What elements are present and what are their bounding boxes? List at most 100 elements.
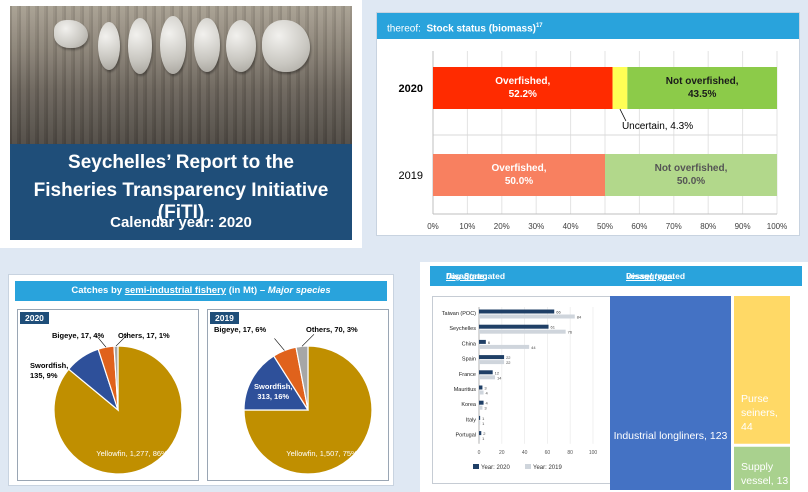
stock-bar-segment bbox=[433, 154, 605, 196]
stock-tick-label: 80% bbox=[700, 222, 716, 231]
uncertain-leader-line bbox=[619, 108, 627, 122]
stock-tick-label: 90% bbox=[735, 222, 751, 231]
disaggregated-header: Disaggregated according to flag State: D… bbox=[430, 266, 802, 301]
stock-segment-label: Overfished, bbox=[495, 76, 550, 87]
pebble-icon bbox=[160, 16, 186, 74]
flag-tick-label: 80 bbox=[567, 450, 573, 456]
flag-category-label: Mauritius bbox=[454, 387, 477, 393]
treemap-label-purse-2: seiners, bbox=[741, 407, 778, 419]
stock-tick-label: 100% bbox=[767, 222, 787, 231]
flag-value-2019: 84 bbox=[577, 315, 582, 320]
treemap-label-supply-1: Supply bbox=[741, 461, 774, 473]
cover-title-line2: Fisheries Transparency Initiative (FiTI) bbox=[33, 180, 329, 223]
pie-label-others: Others, 70, 3% bbox=[306, 325, 358, 334]
stock-bar-segment bbox=[627, 67, 777, 109]
stock-tick-label: 10% bbox=[459, 222, 475, 231]
flag-value-2020: 4 bbox=[486, 401, 489, 406]
flag-bar-2019 bbox=[479, 344, 530, 349]
treemap-label-supply-2: vessel, 13 bbox=[741, 475, 788, 487]
flag-category-label: Korea bbox=[461, 402, 477, 408]
stock-segment-label: Not overfished, bbox=[655, 163, 728, 174]
treemap-label-longliners: Industrial longliners, 123 bbox=[614, 430, 728, 442]
stock-status-header: thereof: Stock status (biomass)17 bbox=[377, 13, 799, 39]
pie-others-leader bbox=[301, 334, 315, 347]
pie-2019-chart: Yellowfin, 1,507, 75% Swordfish,313, 16% B… bbox=[214, 325, 373, 475]
pie-2020-year-tag: 2020 bbox=[20, 312, 49, 324]
stock-tick-label: 30% bbox=[528, 222, 544, 231]
flag-value-2020: 3 bbox=[484, 386, 487, 391]
pebble-icon bbox=[98, 22, 120, 70]
stock-bar-segment bbox=[605, 154, 777, 196]
uncertain-label: Uncertain, 4.3% bbox=[622, 121, 693, 132]
pie-2019-year-tag: 2019 bbox=[210, 312, 239, 324]
treemap-purse-seiners bbox=[734, 296, 790, 444]
pebble-icon bbox=[54, 20, 88, 48]
flag-bar-2019 bbox=[479, 329, 566, 334]
cover-title-line1: Seychelles’ Report to the bbox=[68, 152, 294, 173]
stock-segment-pct: 52.2% bbox=[509, 89, 537, 100]
stock-status-chart: 0% 10% 20% 30% 40% 50% 60% 70% 80% 90% 100% 2020 Ove… bbox=[399, 51, 787, 231]
flag-bar-2020 bbox=[479, 355, 505, 360]
flag-bar-2019 bbox=[479, 375, 495, 380]
legend-swatch-2020 bbox=[473, 464, 479, 469]
flag-category-label: Italy bbox=[466, 417, 476, 423]
flag-bar-2020 bbox=[479, 324, 549, 329]
stock-segment-label: Overfished, bbox=[491, 163, 546, 174]
stock-tick-label: 70% bbox=[666, 222, 682, 231]
catches-title-suffix: Major species bbox=[267, 285, 331, 296]
catches-header: Catches by semi-industrial fishery (in M… bbox=[15, 281, 387, 301]
pie-label-bigeye: Bigeye, 17, 6% bbox=[214, 325, 266, 334]
stock-segment-pct: 43.5% bbox=[688, 89, 716, 100]
flag-bar-2020 bbox=[479, 370, 493, 375]
disaggregated-panel: Disaggregated according to flag State: D… bbox=[420, 262, 808, 492]
flag-value-2019: 3 bbox=[484, 406, 487, 411]
catches-title-link: semi-industrial fishery bbox=[124, 285, 227, 296]
cover-calendar-year: Calendar year: 2020 bbox=[110, 214, 252, 231]
stock-title-footnote: 17 bbox=[535, 23, 543, 29]
pebble-icon bbox=[262, 20, 310, 72]
pebble-icon bbox=[128, 18, 152, 74]
flag-value-2020: 1 bbox=[482, 416, 485, 421]
flag-bar-2020 bbox=[479, 385, 483, 390]
stock-tick-label: 50% bbox=[597, 222, 613, 231]
pie-label-yellowfin: Yellowfin, 1,277, 86% bbox=[96, 449, 168, 458]
flag-value-2019: 44 bbox=[531, 345, 536, 350]
stock-status-panel: thereof: Stock status (biomass)17 0% 10% 2… bbox=[376, 12, 800, 236]
flag-category-label: Spain bbox=[462, 357, 476, 363]
pie-label-bigeye: Bigeye, 17, 4% bbox=[52, 331, 104, 340]
pie-label-yellowfin: Yellowfin, 1,507, 75% bbox=[286, 449, 358, 458]
flag-category-label: Portugal bbox=[456, 433, 477, 439]
stock-bar-segment bbox=[612, 67, 628, 109]
stock-segment-pct: 50.0% bbox=[677, 176, 705, 187]
stock-tick-label: 20% bbox=[494, 222, 510, 231]
flag-value-2019: 76 bbox=[568, 330, 573, 335]
pebble-icon bbox=[194, 18, 220, 72]
pie-slice-swordfish bbox=[243, 355, 310, 411]
legend-swatch-2019 bbox=[525, 464, 531, 469]
stock-bar-segment bbox=[433, 67, 613, 109]
pie-label-swordfish: Swordfish, bbox=[254, 382, 292, 391]
flag-tick-label: 100 bbox=[589, 450, 598, 456]
catches-title-prefix: Catches by bbox=[71, 285, 123, 296]
stock-segment-label: Not overfished, bbox=[666, 76, 739, 87]
pie-bigeye-leader bbox=[274, 338, 285, 351]
flag-bar-2019 bbox=[479, 390, 484, 395]
pie-2019-frame: 2019 Yellowfin, 1,507, 75% Swordfish, 313,… bbox=[207, 309, 389, 481]
flag-bar-2019 bbox=[479, 405, 483, 410]
stock-tick-label: 0% bbox=[427, 222, 439, 231]
pie-2020-chart: Yellowfin, 1,277, 86% Swordfish,135, 9% Bi… bbox=[30, 331, 183, 475]
pie-label-others: Others, 17, 1% bbox=[118, 331, 170, 340]
flag-bar-2019 bbox=[479, 314, 575, 319]
flag-state-em: flag State bbox=[446, 271, 485, 281]
pebble-icon bbox=[226, 20, 256, 72]
flag-category-label: Taiwan (POC) bbox=[442, 311, 476, 317]
pie-label-swordfish-value: 135, 9% bbox=[30, 371, 58, 380]
flag-value-2019: 4 bbox=[486, 391, 489, 396]
legend-label-2020: Year: 2020 bbox=[481, 465, 510, 471]
vessel-type-treemap: Industrial longliners, 123 Purse seiners, 4… bbox=[610, 296, 790, 490]
flag-value-2020: 6 bbox=[488, 340, 491, 345]
treemap-supply-vessel bbox=[734, 446, 790, 490]
flag-state-frame: 0 20 40 60 80 100 Taiwan (POC) 66 84 Seychelles 61… bbox=[432, 296, 622, 484]
catches-panel: Catches by semi-industrial fishery (in M… bbox=[8, 274, 394, 486]
